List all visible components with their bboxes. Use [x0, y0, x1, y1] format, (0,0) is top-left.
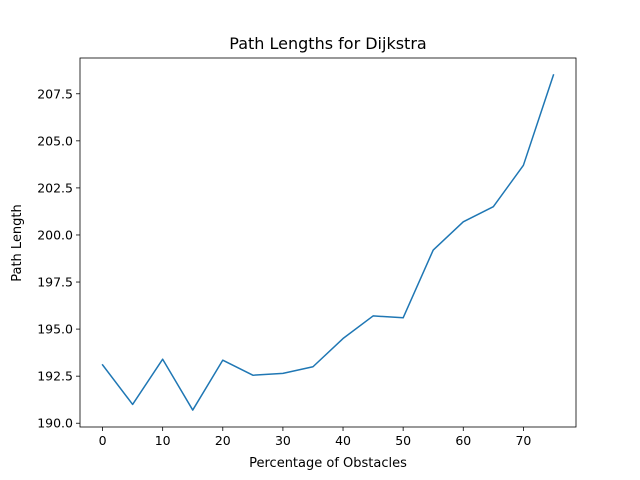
x-tick-label: 50 — [395, 433, 411, 448]
x-tick-label: 70 — [515, 433, 531, 448]
y-tick-label: 195.0 — [37, 322, 73, 337]
y-tick-label: 200.0 — [37, 227, 73, 242]
axes-frame — [79, 57, 577, 428]
y-axis-label: Path Length — [10, 204, 25, 282]
series-line-0 — [101, 73, 555, 411]
x-tick-label: 60 — [455, 433, 471, 448]
x-tick-label: 30 — [275, 433, 291, 448]
x-tick-label: 10 — [155, 433, 171, 448]
plot-area: 0 10 20 30 40 50 60 70 190.0 192.5 195.0 197.5 200.0… — [37, 57, 577, 448]
x-tick-label: 0 — [99, 433, 107, 448]
chart-title: Path Lengths for Dijkstra — [229, 34, 426, 53]
y-tick-label: 205.0 — [37, 133, 73, 148]
y-tick-label: 197.5 — [37, 275, 73, 290]
x-tick-label: 20 — [215, 433, 231, 448]
y-tick-label: 190.0 — [37, 416, 73, 431]
y-tick-label: 202.5 — [37, 180, 73, 195]
x-tick-label: 40 — [335, 433, 351, 448]
y-tick-label: 192.5 — [37, 369, 73, 384]
x-axis-label: Percentage of Obstacles — [249, 456, 407, 471]
y-tick-label: 207.5 — [37, 86, 73, 101]
